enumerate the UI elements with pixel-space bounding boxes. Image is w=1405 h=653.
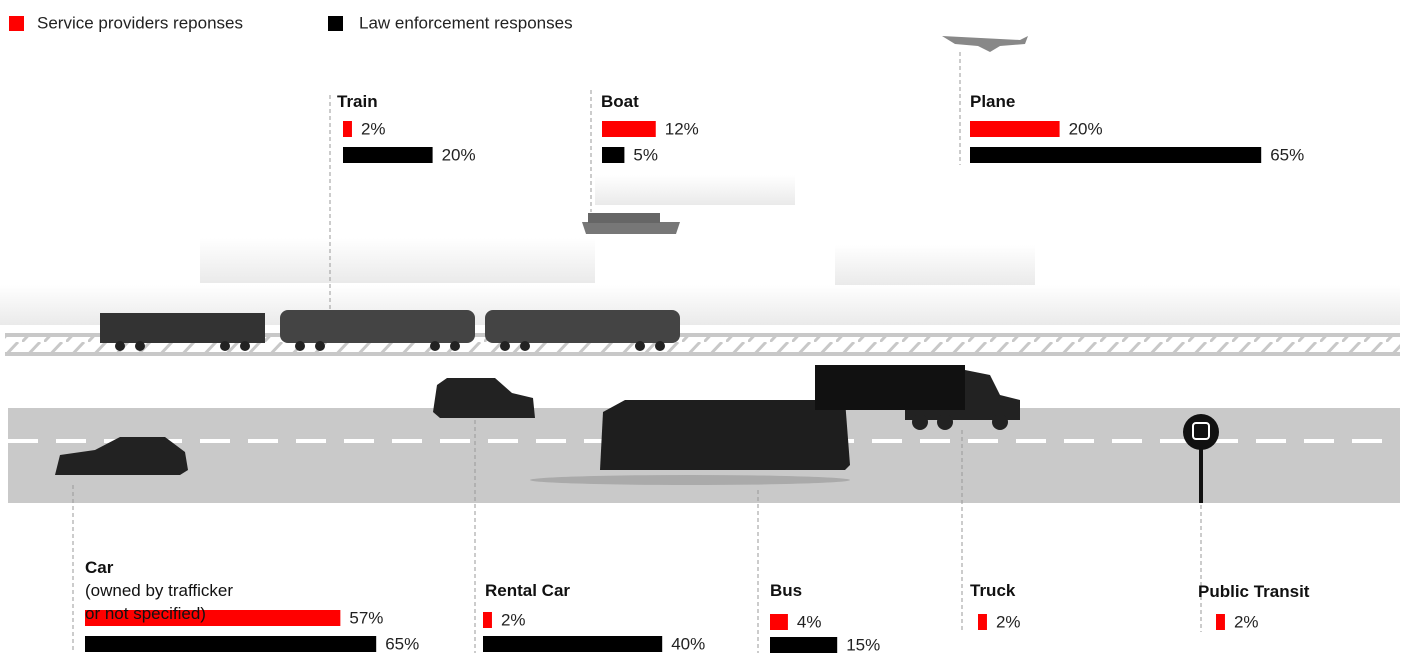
value-label: 65% xyxy=(1270,145,1304,164)
bar xyxy=(343,147,433,163)
bar xyxy=(343,121,352,137)
bar xyxy=(85,636,377,652)
value-label: 20% xyxy=(442,145,476,164)
category-label: Car (owned by trafficker or not specifie… xyxy=(85,558,234,623)
bar xyxy=(483,636,663,652)
value-label: 2% xyxy=(361,119,386,138)
value-label: 40% xyxy=(671,634,705,653)
value-label: 15% xyxy=(846,635,880,653)
scenery xyxy=(0,36,1400,653)
legend-swatch xyxy=(9,16,24,31)
bar xyxy=(770,614,788,630)
legend-label: Service providers reponses xyxy=(37,13,243,32)
value-label: 65% xyxy=(385,634,419,653)
category-label: Public Transit xyxy=(1198,582,1310,601)
value-label: 2% xyxy=(501,610,526,629)
category-label: Train xyxy=(337,92,378,111)
value-label: 12% xyxy=(665,119,699,138)
category-label: Bus xyxy=(770,581,803,600)
bar xyxy=(978,614,987,630)
bar xyxy=(483,612,492,628)
value-label: 2% xyxy=(996,612,1021,631)
bar xyxy=(970,121,1060,137)
value-label: 20% xyxy=(1069,119,1103,138)
bar xyxy=(770,637,838,653)
bar xyxy=(602,121,656,137)
category-label: Rental Car xyxy=(485,581,571,600)
value-label: 4% xyxy=(797,612,822,631)
value-label: 57% xyxy=(349,608,383,627)
legend-label: Law enforcement responses xyxy=(359,13,573,32)
bar xyxy=(1216,614,1225,630)
value-label: 5% xyxy=(633,145,658,164)
legend-swatch xyxy=(328,16,343,31)
value-label: 2% xyxy=(1234,612,1259,631)
category-label: Truck xyxy=(970,581,1016,600)
category-label: Plane xyxy=(970,92,1016,111)
category-label: Boat xyxy=(601,92,639,111)
bar xyxy=(970,147,1262,163)
bar xyxy=(602,147,625,163)
bar xyxy=(85,610,341,626)
